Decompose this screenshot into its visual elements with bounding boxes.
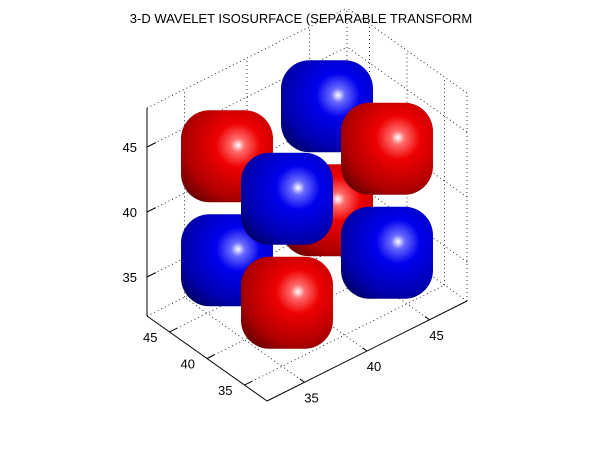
z-tick-mark <box>146 142 156 148</box>
box-edge-floor-right <box>346 215 468 302</box>
isosurface-blob-positive <box>241 256 333 349</box>
y-tick-label: 35 <box>218 383 232 398</box>
z-tick-label: 40 <box>123 205 137 220</box>
y-tick-mark <box>206 354 215 359</box>
z-tick-mark <box>146 207 156 213</box>
z-tick-label: 35 <box>123 270 137 285</box>
tick-layer: 35 40 45 35 40 45 35 40 45 <box>123 140 444 405</box>
y-tick-mark <box>244 380 253 386</box>
side-wall-grid-z-45 <box>346 46 468 133</box>
x-tick-label: 40 <box>367 359 381 374</box>
isosurface-blob-positive <box>341 102 433 195</box>
z-tick-mark <box>146 272 156 278</box>
x-tick-mark <box>424 316 430 321</box>
x-tick-label: 45 <box>429 328 443 343</box>
z-tick-label: 45 <box>123 140 137 155</box>
x-tick-mark <box>362 347 368 352</box>
side-wall-grid-z-40 <box>346 111 468 198</box>
isosurface-layer <box>181 60 433 349</box>
isosurface-blob-negative <box>341 206 433 299</box>
x-tick-label: 35 <box>304 390 318 405</box>
floor-grid-x-45 <box>309 234 430 321</box>
x-tick-mark <box>299 378 305 383</box>
floor-grid-x-35 <box>184 296 305 383</box>
isosurface-blob-negative <box>241 152 333 245</box>
chart-title: 3-D WAVELET ISOSURFACE (SEPARABLE TRANSF… <box>130 11 472 26</box>
y-tick-mark <box>169 327 178 333</box>
box-edge-top-side <box>346 7 468 94</box>
floor-grid-x-40 <box>246 265 368 352</box>
y-tick-label: 45 <box>143 330 157 345</box>
side-wall-grid-z-35 <box>346 176 468 263</box>
y-tick-label: 40 <box>181 357 195 372</box>
